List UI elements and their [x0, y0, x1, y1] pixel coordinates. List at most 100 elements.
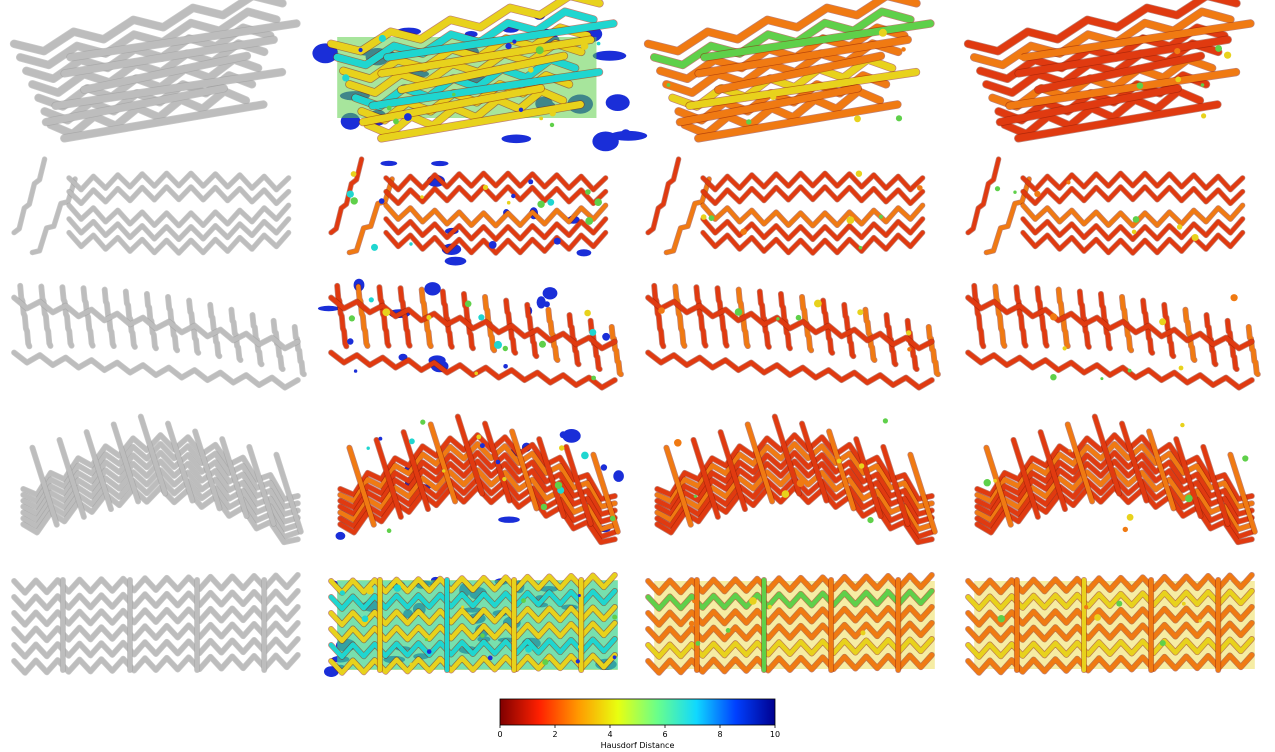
colorbar-tick-label: 8	[717, 730, 722, 739]
stent-strut	[1038, 429, 1068, 512]
error-speck	[885, 588, 889, 592]
stent-strut	[12, 157, 47, 235]
stent-strut	[347, 445, 377, 527]
stent-strut	[1201, 444, 1230, 527]
stent-strut	[60, 284, 74, 348]
stent-strut	[700, 20, 934, 61]
stent-strut	[219, 436, 249, 519]
error-speck	[1131, 229, 1137, 235]
error-speck	[1014, 655, 1019, 659]
stent-strut	[47, 87, 250, 138]
error-speck	[494, 340, 502, 349]
error-speck	[480, 633, 485, 638]
stent-strut	[664, 177, 712, 255]
stent-panel-curved-long-stent-mid-heatmap	[645, 282, 941, 391]
error-speck	[478, 314, 485, 321]
stent-panel-straight-cylindrical-stent-noisy-heatmap	[324, 572, 618, 677]
error-speck	[882, 418, 889, 424]
stent-strut	[67, 184, 291, 206]
colorbar-label: Hausdorf Distance	[601, 741, 675, 750]
error-speck	[591, 375, 596, 381]
error-speck	[609, 515, 616, 522]
stent-strut	[35, 55, 262, 110]
stent-strut	[359, 84, 545, 126]
stent-strut	[30, 177, 78, 255]
error-speck	[860, 630, 866, 636]
stent-strut	[1228, 452, 1258, 534]
noise-blob	[605, 94, 630, 111]
stent-strut	[384, 203, 608, 228]
stent-panel-tilted-short-stent-mid-heatmap	[643, 0, 935, 143]
stent-strut	[908, 452, 938, 534]
error-speck	[342, 74, 350, 82]
stent-strut	[1183, 307, 1197, 363]
error-speck	[1116, 600, 1123, 607]
error-speck	[378, 198, 385, 204]
error-speck	[584, 309, 591, 317]
error-speck	[559, 445, 565, 451]
stent-strut	[853, 436, 883, 519]
error-speck	[1136, 82, 1144, 89]
noise-blob	[501, 134, 532, 144]
error-speck	[1201, 113, 1207, 119]
error-speck	[476, 434, 482, 440]
error-speck	[424, 638, 428, 642]
error-speck	[1132, 216, 1140, 223]
stent-panel-arched-stent-mid-heatmap	[654, 413, 938, 546]
error-speck	[612, 655, 617, 659]
error-speck	[554, 481, 563, 489]
stent-strut	[21, 459, 301, 525]
stent-strut	[377, 101, 584, 142]
error-speck	[540, 503, 548, 511]
error-speck	[409, 662, 413, 666]
stent-strut	[1246, 324, 1261, 377]
error-speck	[442, 469, 446, 473]
error-speck	[479, 443, 485, 449]
error-speck	[1050, 313, 1058, 321]
colorbar-tick-label: 0	[497, 730, 502, 739]
error-speck	[814, 299, 822, 308]
stent-strut	[993, 284, 1007, 349]
stent-panel-straight-cylindrical-stent-low-heatmap	[965, 572, 1255, 676]
error-speck	[474, 371, 479, 376]
stent-strut	[1014, 284, 1028, 348]
stent-strut	[996, 84, 1182, 126]
stent-strut	[28, 40, 268, 97]
stent-strut	[1077, 289, 1092, 350]
stent-strut	[17, 283, 32, 349]
stent-strut	[67, 171, 291, 192]
error-speck	[502, 477, 507, 482]
stent-strut	[1021, 184, 1245, 206]
error-speck	[1230, 294, 1238, 302]
stent-strut	[440, 289, 455, 350]
error-speck	[339, 590, 345, 596]
stent-strut	[1021, 216, 1245, 242]
stent-strut	[384, 171, 608, 192]
error-speck	[1181, 601, 1186, 606]
error-speck	[867, 517, 874, 524]
stent-strut	[655, 459, 935, 525]
error-speck	[371, 243, 378, 251]
stent-strut	[10, 0, 286, 55]
error-speck	[854, 115, 861, 123]
error-speck	[487, 655, 493, 661]
stent-strut	[686, 68, 920, 110]
error-speck	[1191, 234, 1199, 241]
error-speck	[525, 645, 533, 653]
stent-strut	[695, 36, 912, 77]
error-speck	[350, 197, 358, 205]
error-speck	[1100, 377, 1104, 381]
error-speck	[1198, 619, 1202, 623]
error-speck	[547, 198, 555, 206]
error-speck	[770, 93, 777, 100]
error-speck	[577, 645, 582, 649]
stent-strut	[292, 324, 307, 377]
error-speck	[901, 47, 906, 52]
stent-strut	[694, 101, 901, 142]
stent-panel-arched-stent-gray	[20, 413, 304, 546]
stent-panel-tilted-short-stent-noisy-heatmap	[312, 0, 648, 152]
stent-strut	[1015, 36, 1232, 77]
stent-strut	[352, 55, 579, 110]
noise-blob	[335, 531, 346, 540]
error-speck	[674, 439, 682, 447]
